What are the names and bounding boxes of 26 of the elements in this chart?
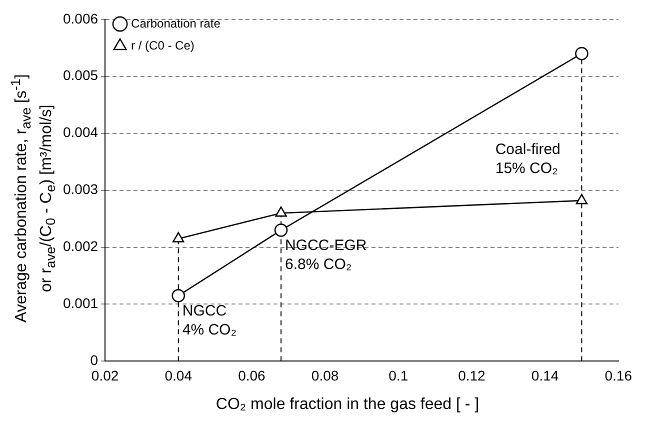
x-tick-label: 0.04 [164, 367, 192, 384]
legend-label: r / (C0 - Ce) [131, 38, 194, 52]
x-tick-label: 0.06 [238, 367, 266, 384]
legend-label: Carbonation rate [131, 16, 221, 30]
annotation: NGCC 4% CO₂ [182, 302, 237, 338]
annotation: Coal-fired 15% CO₂ [495, 141, 560, 178]
point [172, 232, 184, 242]
y-tick-label: 0.005 [62, 67, 98, 84]
y-tick-label: 0.004 [62, 124, 98, 140]
x-tick-label: 0.02 [91, 367, 119, 384]
y-tick-label: 0.006 [62, 10, 98, 26]
point [275, 206, 287, 217]
x-tick-label: 0.1 [388, 367, 408, 384]
y-tick-label: 0.002 [62, 238, 98, 254]
point [274, 224, 288, 237]
x-tick-label: 0.12 [458, 367, 486, 384]
x-tick-label: 0.14 [531, 367, 559, 384]
x-tick-label: 0.16 [604, 367, 632, 384]
point [576, 194, 588, 204]
point [575, 46, 588, 60]
y-tick-label: 0.001 [62, 295, 98, 312]
y-tick-label: 0.003 [62, 181, 98, 198]
y-tick-label: 0 [90, 352, 98, 368]
x-tick-label: 0.08 [311, 367, 339, 384]
annotation: NGCC-EGR 6.8% CO₂ [285, 236, 367, 273]
x-axis-title: CO₂ mole fraction in the gas feed [ - ] [214, 396, 480, 414]
